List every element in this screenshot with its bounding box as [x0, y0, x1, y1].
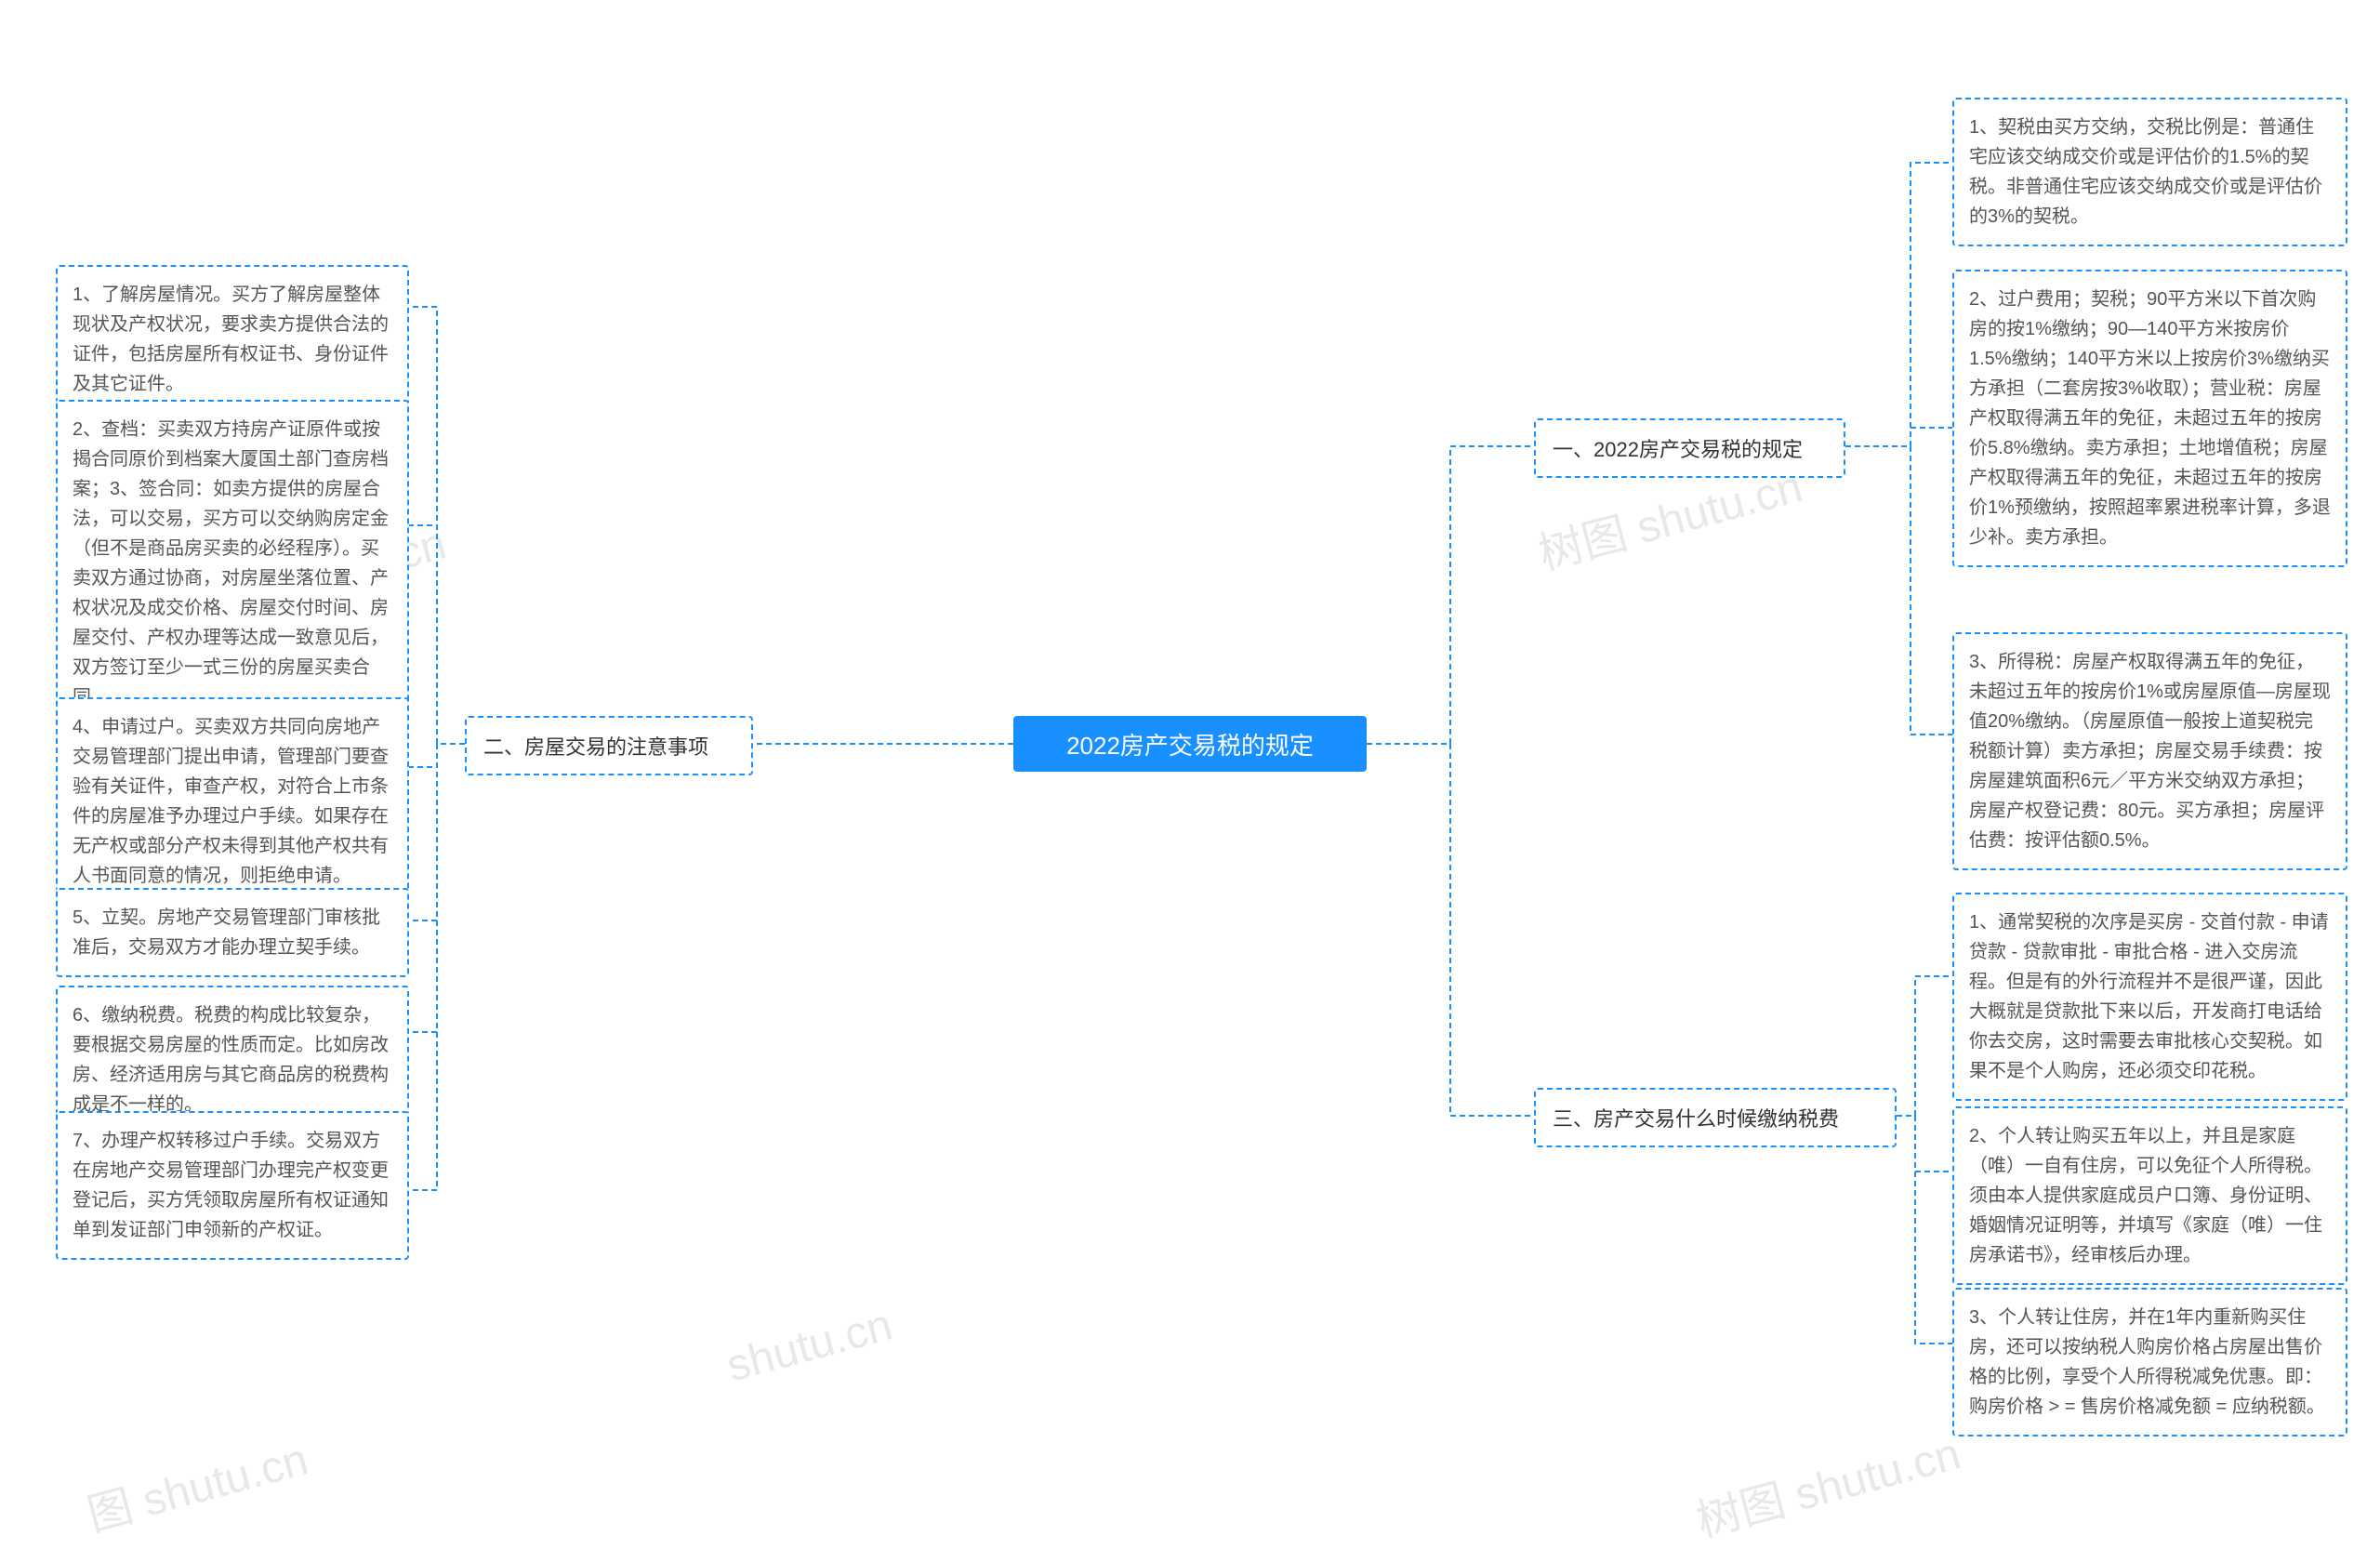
- leaf-2-6[interactable]: 7、办理产权转移过户手续。交易双方在房地产交易管理部门办理完产权变更登记后，买方…: [56, 1111, 409, 1260]
- leaf-2-1[interactable]: 1、了解房屋情况。买方了解房屋整体现状及产权状况，要求卖方提供合法的证件，包括房…: [56, 265, 409, 414]
- leaf-3-3[interactable]: 3、个人转让住房，并在1年内重新购买住房，还可以按纳税人购房价格占房屋出售价格的…: [1952, 1288, 2347, 1436]
- leaf-text: 1、契税由买方交纳，交税比例是：普通住宅应该交纳成交价或是评估价的1.5%的契税…: [1969, 117, 2322, 227]
- leaf-text: 3、个人转让住房，并在1年内重新购买住房，还可以按纳税人购房价格占房屋出售价格的…: [1969, 1307, 2325, 1417]
- leaf-3-1[interactable]: 1、通常契税的次序是买房 - 交首付款 - 申请贷款 - 贷款审批 - 审批合格…: [1952, 893, 2347, 1101]
- leaf-2-3[interactable]: 4、申请过户。买卖双方共同向房地产交易管理部门提出申请，管理部门要查验有关证件，…: [56, 697, 409, 906]
- branch-2-label: 二、房屋交易的注意事项: [483, 731, 708, 761]
- branch-3[interactable]: 三、房产交易什么时候缴纳税费: [1534, 1088, 1897, 1147]
- center-label: 2022房产交易税的规定: [1066, 727, 1314, 761]
- leaf-text: 2、过户费用；契税；90平方米以下首次购房的按1%缴纳；90—140平方米按房价…: [1969, 289, 2331, 548]
- branch-2[interactable]: 二、房屋交易的注意事项: [465, 716, 753, 775]
- leaf-1-1[interactable]: 1、契税由买方交纳，交税比例是：普通住宅应该交纳成交价或是评估价的1.5%的契税…: [1952, 98, 2347, 246]
- branch-3-label: 三、房产交易什么时候缴纳税费: [1553, 1103, 1839, 1132]
- leaf-text: 3、所得税：房屋产权取得满五年的免征，未超过五年的按房价1%或房屋原值—房屋现值…: [1969, 652, 2331, 851]
- leaf-text: 1、通常契税的次序是买房 - 交首付款 - 申请贷款 - 贷款审批 - 审批合格…: [1969, 912, 2329, 1081]
- leaf-3-2[interactable]: 2、个人转让购买五年以上，并且是家庭（唯）一自有住房，可以免征个人所得税。须由本…: [1952, 1106, 2347, 1285]
- watermark: 树图 shutu.cn: [1688, 1417, 1966, 1549]
- leaf-text: 5、立契。房地产交易管理部门审核批准后，交易双方才能办理立契手续。: [73, 907, 380, 958]
- leaf-2-2[interactable]: 2、查档：买卖双方持房产证原件或按揭合同原价到档案大厦国土部门查房档案；3、签合…: [56, 400, 409, 727]
- center-topic[interactable]: 2022房产交易税的规定: [1013, 716, 1367, 772]
- watermark: shutu.cn: [721, 1299, 898, 1392]
- watermark: 图 shutu.cn: [79, 1423, 314, 1543]
- leaf-text: 2、个人转让购买五年以上，并且是家庭（唯）一自有住房，可以免征个人所得税。须由本…: [1969, 1126, 2322, 1265]
- branch-1[interactable]: 一、2022房产交易税的规定: [1534, 418, 1845, 478]
- leaf-text: 1、了解房屋情况。买方了解房屋整体现状及产权状况，要求卖方提供合法的证件，包括房…: [73, 285, 389, 394]
- leaf-2-4[interactable]: 5、立契。房地产交易管理部门审核批准后，交易双方才能办理立契手续。: [56, 888, 409, 977]
- leaf-1-3[interactable]: 3、所得税：房屋产权取得满五年的免征，未超过五年的按房价1%或房屋原值—房屋现值…: [1952, 632, 2347, 870]
- leaf-text: 2、查档：买卖双方持房产证原件或按揭合同原价到档案大厦国土部门查房档案；3、签合…: [73, 419, 389, 708]
- leaf-text: 6、缴纳税费。税费的构成比较复杂，要根据交易房屋的性质而定。比如房改房、经济适用…: [73, 1005, 389, 1115]
- leaf-text: 4、申请过户。买卖双方共同向房地产交易管理部门提出申请，管理部门要查验有关证件，…: [73, 717, 389, 886]
- branch-1-label: 一、2022房产交易税的规定: [1553, 433, 1803, 463]
- leaf-1-2[interactable]: 2、过户费用；契税；90平方米以下首次购房的按1%缴纳；90—140平方米按房价…: [1952, 270, 2347, 567]
- leaf-text: 7、办理产权转移过户手续。交易双方在房地产交易管理部门办理完产权变更登记后，买方…: [73, 1131, 389, 1240]
